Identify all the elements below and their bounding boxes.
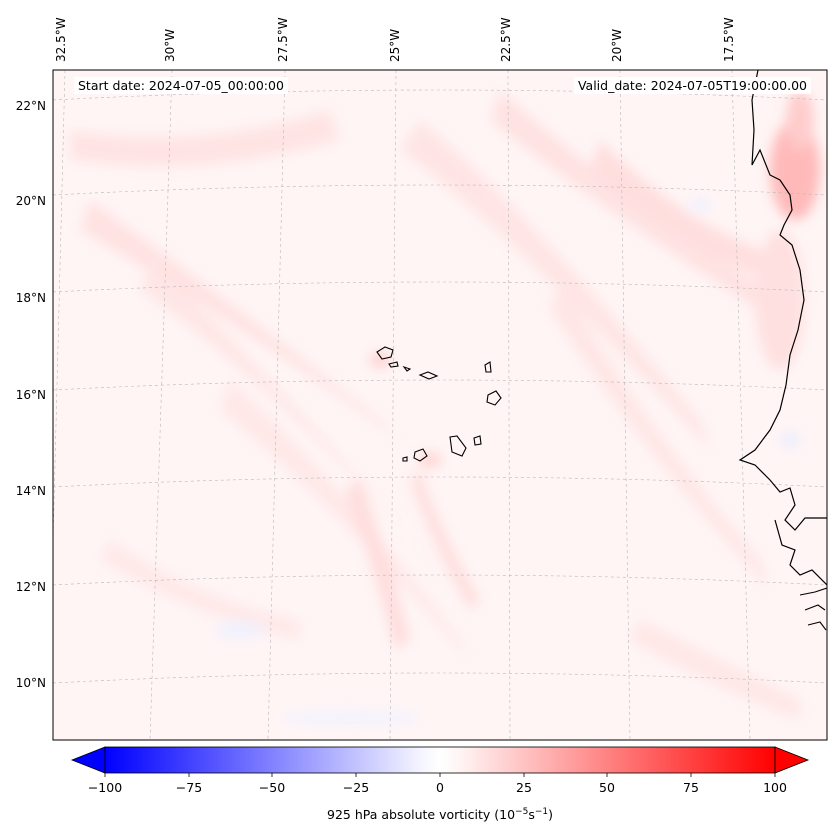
colorbar-tick-label: 100 — [763, 780, 787, 795]
lon-label: 22.5°W — [499, 17, 513, 62]
start-date-label: Start date: 2024-07-05_00:00:00 — [74, 77, 288, 94]
colorbar — [70, 746, 810, 777]
lat-label: 14°N — [15, 484, 46, 498]
lon-label: 30°W — [163, 28, 177, 62]
lat-label: 22°N — [15, 99, 46, 113]
colorbar-tick-label: 25 — [516, 780, 532, 795]
colorbar-tick-label: −25 — [342, 780, 370, 795]
colorbar-tick-label: 50 — [599, 780, 615, 795]
lat-label: 16°N — [15, 388, 46, 402]
graticule — [53, 70, 827, 740]
lon-label: 25°W — [388, 28, 402, 62]
lon-label: 20°W — [610, 28, 624, 62]
colorbar-label: 925 hPa absolute vorticity (10−5s−1) — [326, 807, 554, 823]
map-frame — [52, 69, 828, 741]
colorbar-tick-label: −50 — [258, 780, 286, 795]
colorbar-tick-label: −75 — [175, 780, 203, 795]
colorbar-tick-label: −100 — [87, 780, 123, 795]
lon-label: 27.5°W — [276, 17, 290, 62]
lat-label: 12°N — [15, 580, 46, 594]
lat-label: 10°N — [15, 676, 46, 690]
colorbar-tick-label: 0 — [436, 780, 444, 795]
lat-label: 18°N — [15, 291, 46, 305]
colorbar-tick-label: 75 — [683, 780, 699, 795]
lat-label: 20°N — [15, 194, 46, 208]
lon-label: 32.5°W — [54, 17, 68, 62]
valid-date-label: Valid_date: 2024-07-05T19:00:00.00 — [573, 77, 811, 94]
vorticity-field — [53, 70, 827, 740]
africa-coastline — [738, 70, 827, 531]
lon-label: 17.5°W — [722, 17, 736, 62]
cape-verde-islands — [376, 346, 502, 462]
